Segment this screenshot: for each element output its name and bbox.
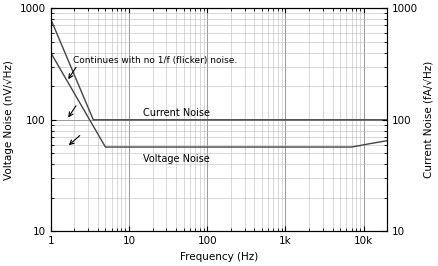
Text: Continues with no 1/f (flicker) noise.: Continues with no 1/f (flicker) noise. xyxy=(73,56,237,65)
Text: Current Noise: Current Noise xyxy=(143,108,210,118)
Text: Voltage Noise: Voltage Noise xyxy=(143,153,209,164)
Y-axis label: Voltage Noise (nV/√Hz): Voltage Noise (nV/√Hz) xyxy=(4,60,14,180)
Y-axis label: Current Noise (fA/√Hz): Current Noise (fA/√Hz) xyxy=(424,61,434,178)
X-axis label: Frequency (Hz): Frequency (Hz) xyxy=(180,252,258,262)
